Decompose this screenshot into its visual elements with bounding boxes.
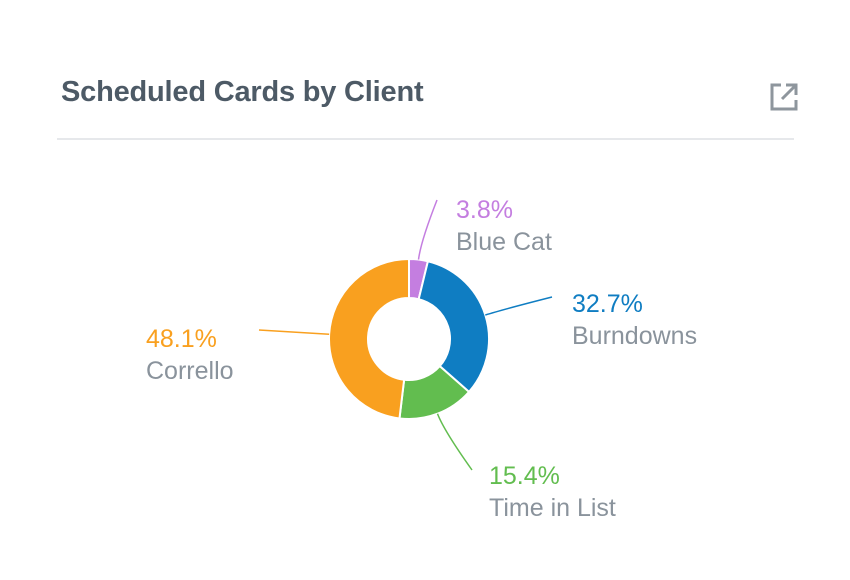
- leader-line-time-in-list: [436, 413, 473, 471]
- slice-name-label: Blue Cat: [456, 228, 552, 256]
- slice-value-label: 32.7%: [572, 290, 643, 318]
- leader-line-blue-cat: [417, 199, 438, 260]
- card-title: Scheduled Cards by Client: [61, 76, 424, 108]
- slice-name-label: Time in List: [489, 494, 616, 522]
- slice-burndowns[interactable]: [417, 260, 490, 394]
- slice-value-label: 48.1%: [146, 325, 217, 353]
- leader-line-burndowns: [485, 296, 553, 316]
- slice-value-label: 15.4%: [489, 462, 560, 490]
- expand-button[interactable]: [767, 80, 801, 114]
- slice-value-label: 3.8%: [456, 196, 513, 224]
- leader-line-corrello: [258, 329, 330, 335]
- slice-corrello[interactable]: [328, 257, 410, 420]
- card-header: Scheduled Cards by Client: [57, 58, 798, 140]
- slice-name-label: Burndowns: [572, 322, 697, 350]
- slice-name-label: Corrello: [146, 357, 234, 385]
- open-external-icon: [770, 83, 798, 111]
